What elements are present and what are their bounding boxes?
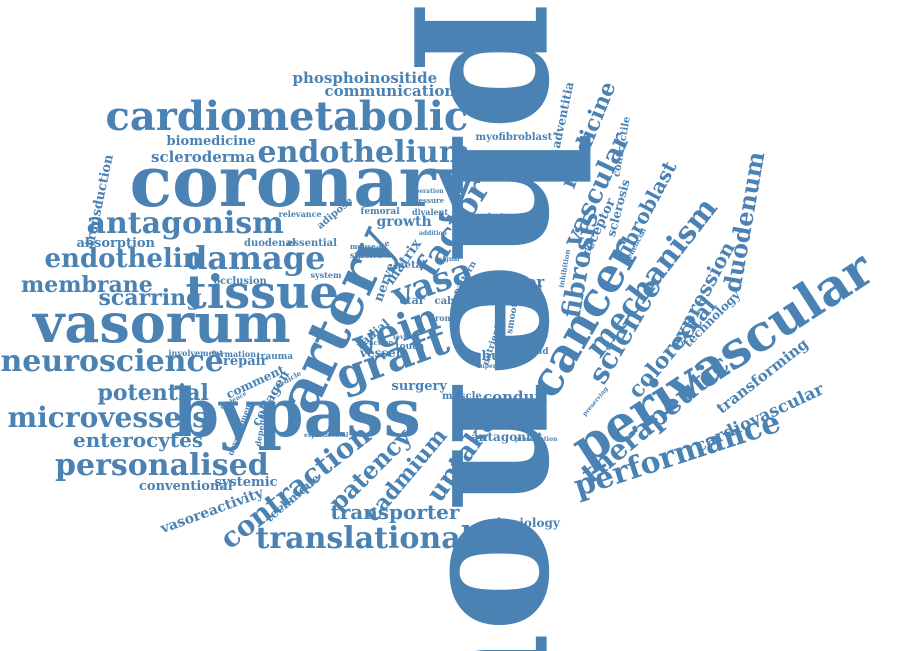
word-conventional: conventional — [139, 478, 233, 494]
word-duodenal: duodenal — [244, 238, 296, 249]
word-impact: impact — [511, 282, 543, 292]
word-touch: touch — [395, 341, 425, 352]
word-divalent: divalent — [412, 207, 449, 217]
word-translational: translational — [255, 521, 473, 556]
word-metal: metal — [394, 260, 426, 271]
word-endothelin: endothelin — [44, 244, 202, 274]
word-biomedicine: biomedicine — [166, 133, 256, 149]
word-vasorum: vasorum — [33, 291, 291, 355]
word-enterocytes: enterocytes — [73, 428, 204, 452]
word-occlusion: occlusion — [213, 276, 267, 287]
word-transport: transport — [483, 164, 547, 178]
word-action: action — [369, 337, 394, 347]
word-trauma: trauma — [256, 351, 294, 362]
word-damage: damage — [185, 239, 326, 277]
word-etar: etar — [399, 293, 425, 307]
word-intestinal: intestinal — [487, 210, 547, 224]
word-potential: potential — [97, 380, 209, 406]
word-antagonism: antagonism — [86, 206, 284, 241]
word-systemic: systemic — [214, 474, 278, 490]
word-phenotype: phenotype — [493, 476, 541, 486]
word-system: system — [310, 270, 342, 280]
word-cardiometabolic: cardiometabolic — [105, 93, 469, 140]
word-review: review — [393, 334, 415, 341]
word-signal: signal — [439, 256, 460, 263]
word-transporter: transporter — [330, 500, 460, 524]
word-iron: iron — [432, 313, 451, 323]
word-tissue: tissue — [185, 265, 339, 319]
word-surgery: surgery — [391, 378, 447, 394]
word-wound: wound — [515, 346, 549, 357]
word-effect: effect — [488, 282, 517, 293]
word-repair: repair — [223, 353, 268, 369]
word-muscle: muscle — [442, 391, 482, 402]
word-addition: addition — [419, 230, 447, 237]
word-essential: essential — [287, 238, 337, 249]
word-superior: superior — [477, 363, 506, 370]
word-physiology: physiology — [488, 516, 560, 530]
word-blood: blood — [461, 289, 490, 300]
word-pressure: pressure — [410, 195, 445, 205]
word-enhanced: enhanced — [501, 403, 534, 410]
word-operation: operation — [411, 188, 444, 195]
word-absorption: absorption — [76, 235, 156, 251]
word-neuroscience: neuroscience — [0, 344, 224, 379]
word-involvement: involvement — [168, 348, 224, 358]
word-scleroderma: scleroderma — [151, 147, 256, 166]
word-vessel: vessel — [360, 346, 401, 360]
word-formation: formation — [211, 349, 257, 359]
word-scarring: scarring — [98, 285, 202, 311]
word-coronary: coronary — [129, 140, 477, 223]
word-communication: communication — [324, 81, 456, 100]
word-human: human — [481, 348, 533, 364]
word-preservation: preservation — [515, 436, 558, 443]
word-cabg: cabg — [434, 296, 462, 307]
word-antagonist: antagonist — [471, 430, 543, 444]
word-phosphoinositide: phosphoinositide — [292, 68, 438, 87]
word-growth: growth — [376, 214, 432, 230]
word-bypass: bypass — [173, 374, 421, 452]
word-membrane: membrane — [21, 272, 153, 298]
word-conduit: conduit — [483, 387, 548, 406]
word-studies: studies — [350, 250, 383, 260]
word-microvessels: microvessels — [7, 401, 209, 434]
word-border: border — [488, 272, 545, 291]
word-personalised: personalised — [55, 448, 269, 483]
word-myofibroblast: myofibroblast — [475, 132, 553, 143]
word-endothelium: endothelium — [257, 135, 471, 170]
word-experimental: experimental — [304, 432, 349, 439]
word-femoral: femoral — [360, 206, 400, 217]
word-mouse: mouse — [350, 241, 376, 251]
word-relevance: relevance — [278, 209, 322, 219]
